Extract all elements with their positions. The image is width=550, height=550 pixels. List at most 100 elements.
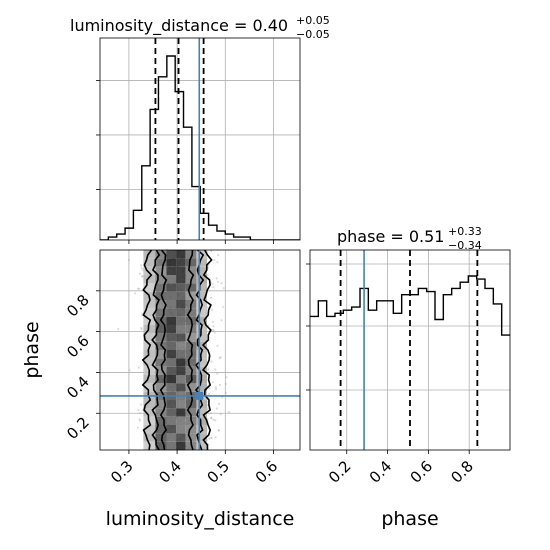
density-cell bbox=[196, 341, 207, 350]
density-cell bbox=[176, 258, 186, 267]
density-cell bbox=[166, 258, 177, 267]
density-cell bbox=[155, 250, 167, 259]
top-frame bbox=[99, 37, 301, 241]
density-cell bbox=[155, 383, 167, 392]
scatter-point bbox=[217, 402, 221, 405]
scatter-point bbox=[217, 429, 220, 432]
scatter-point bbox=[211, 381, 215, 384]
density-cell bbox=[143, 308, 156, 317]
scatter-point bbox=[128, 369, 131, 372]
density-cell bbox=[143, 433, 156, 442]
scatter-point bbox=[137, 287, 140, 290]
luminosity-distance-title-minus: −0.05 bbox=[296, 28, 330, 41]
x-axis-label-luminosity-distance: luminosity_distance bbox=[106, 508, 295, 530]
density-cell bbox=[166, 425, 177, 434]
scatter-point bbox=[127, 258, 130, 261]
density-cell bbox=[166, 400, 177, 409]
tick-labels: 0.3 0.4 0.5 0.6 0.2 0.4 0.6 0.8 0.2 0.4 0.6 0.8 bbox=[63, 291, 477, 487]
scatter-point bbox=[207, 393, 210, 396]
scatter-point bbox=[216, 372, 219, 375]
x-tick-label-phase-0: 0.2 bbox=[325, 457, 355, 487]
truth-lines bbox=[100, 250, 300, 450]
scatter-point bbox=[215, 277, 218, 280]
y-tick-label-phase-1: 0.4 bbox=[63, 373, 93, 403]
scatter-point bbox=[140, 275, 144, 278]
density-cell bbox=[196, 308, 207, 317]
density-cell bbox=[185, 308, 197, 317]
density-cell bbox=[166, 441, 177, 450]
density-cell bbox=[176, 250, 186, 259]
density-cell bbox=[196, 333, 207, 342]
contour-line-0 bbox=[141, 250, 153, 450]
density-cell bbox=[155, 333, 167, 342]
density-cell bbox=[166, 300, 177, 309]
scatter-point bbox=[217, 253, 220, 257]
scatter-point bbox=[139, 264, 143, 267]
scatter-point bbox=[210, 436, 213, 439]
density-cell bbox=[185, 358, 197, 367]
density-cell bbox=[196, 266, 207, 275]
scatter-point bbox=[210, 416, 213, 419]
scatter-point bbox=[225, 376, 228, 379]
density-cell bbox=[176, 375, 186, 384]
scatter-point bbox=[211, 283, 214, 286]
scatter-point bbox=[212, 418, 215, 421]
density-cell bbox=[166, 383, 177, 392]
density-cell bbox=[176, 433, 186, 442]
scatter-point bbox=[137, 408, 140, 412]
scatter-point bbox=[138, 287, 141, 290]
luminosity-distance-title: luminosity_distance = 0.40 bbox=[70, 16, 288, 36]
density-cell bbox=[155, 275, 167, 284]
scatter-point bbox=[210, 309, 214, 312]
contour-line-4 bbox=[194, 250, 205, 450]
x-tick-label-luminosity-distance-3: 0.6 bbox=[252, 457, 282, 487]
luminosity-distance-title-plus: +0.05 bbox=[296, 14, 330, 27]
density-cell bbox=[196, 316, 207, 325]
density-cell bbox=[196, 366, 207, 375]
density-cell bbox=[143, 400, 156, 409]
density-cell bbox=[166, 416, 177, 425]
phase-axes bbox=[306, 249, 511, 454]
scatter-point bbox=[214, 436, 217, 439]
x-tick-label-phase-1: 0.4 bbox=[366, 457, 396, 487]
density-cell bbox=[176, 308, 186, 317]
density-cell bbox=[176, 291, 186, 300]
scatter-point bbox=[220, 319, 223, 322]
density-cell bbox=[185, 366, 197, 375]
phase-title-minus: −0.34 bbox=[448, 239, 482, 252]
density-cell bbox=[143, 258, 156, 267]
scatter-point bbox=[212, 325, 215, 328]
density-cell bbox=[143, 350, 156, 359]
density-cell bbox=[166, 333, 177, 342]
scatter-point bbox=[212, 285, 215, 289]
luminosity-distance-marginal-panel: luminosity_distance = 0.40 +0.05 −0.05 bbox=[70, 14, 330, 244]
top-axes bbox=[96, 37, 301, 244]
scatter-point bbox=[216, 261, 219, 264]
contour-lines bbox=[141, 250, 213, 450]
scatter-point bbox=[206, 273, 209, 277]
x-axis-label-phase: phase bbox=[381, 508, 438, 530]
density-cell bbox=[166, 308, 177, 317]
density-cell bbox=[185, 425, 197, 434]
density-cell bbox=[155, 400, 167, 409]
y-tick-label-phase-2: 0.6 bbox=[63, 332, 93, 362]
density-cell bbox=[155, 266, 167, 275]
scatter-point bbox=[210, 412, 213, 415]
density-cell bbox=[196, 441, 207, 450]
density-cell bbox=[176, 341, 186, 350]
scatter-point bbox=[210, 360, 213, 363]
density-cell bbox=[185, 283, 197, 292]
scatter-point bbox=[214, 419, 217, 422]
contour-line-2 bbox=[159, 250, 168, 450]
density-cell bbox=[166, 283, 177, 292]
density-cell bbox=[155, 366, 167, 375]
density-cell bbox=[155, 441, 167, 450]
density-cell bbox=[176, 300, 186, 309]
scatter-point bbox=[219, 356, 222, 359]
density-cell bbox=[196, 408, 207, 417]
density-cell bbox=[176, 266, 186, 275]
scatter-point bbox=[140, 267, 143, 270]
density-cell bbox=[196, 383, 207, 392]
x-tick-label-luminosity-distance-1: 0.4 bbox=[155, 457, 185, 487]
luminosity-distance-phase-panel bbox=[96, 249, 301, 454]
